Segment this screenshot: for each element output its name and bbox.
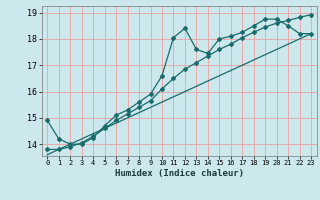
X-axis label: Humidex (Indice chaleur): Humidex (Indice chaleur) xyxy=(115,169,244,178)
